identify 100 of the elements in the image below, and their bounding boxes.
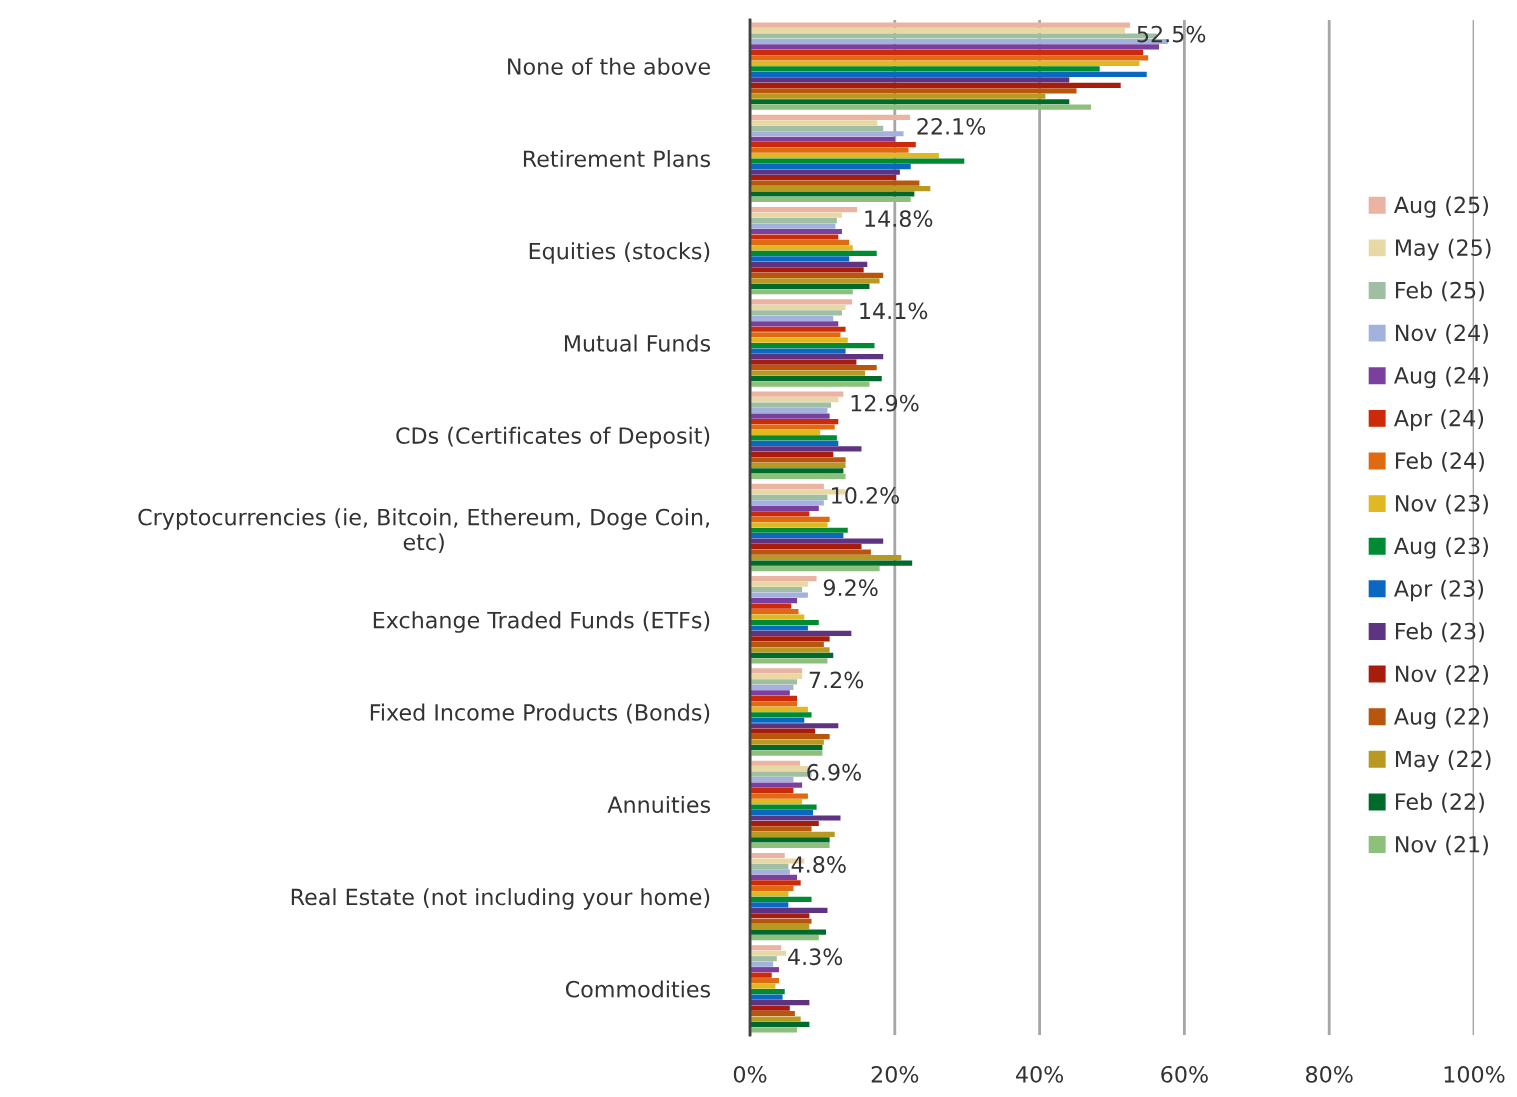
bar — [750, 728, 816, 734]
bar — [750, 745, 823, 751]
bar — [750, 359, 857, 365]
bar — [750, 831, 835, 838]
bar — [750, 457, 846, 463]
bar — [750, 250, 877, 257]
bar — [750, 826, 812, 832]
bar — [750, 142, 916, 148]
bar — [750, 630, 852, 637]
bar — [750, 902, 789, 908]
bar — [750, 706, 808, 712]
bar — [750, 462, 846, 468]
bar — [750, 679, 798, 685]
bar — [750, 717, 805, 723]
bar — [750, 375, 882, 382]
data-label: 10.2% — [832, 487, 900, 504]
bar — [750, 907, 828, 913]
bar — [750, 494, 828, 500]
bar — [750, 608, 799, 615]
bar — [750, 994, 783, 1000]
bar — [750, 863, 789, 870]
x-tick-label: 80% — [1306, 1065, 1353, 1083]
bar — [750, 842, 830, 849]
bar — [750, 234, 839, 240]
bar — [750, 739, 824, 745]
legend-label: May (22) — [1396, 750, 1491, 772]
bar — [750, 690, 790, 696]
bar — [750, 603, 792, 609]
bar — [750, 500, 824, 506]
bar — [750, 815, 841, 821]
bar — [750, 701, 798, 707]
legend-label: Feb (25) — [1396, 281, 1484, 302]
bar — [750, 321, 839, 327]
bar — [750, 451, 834, 458]
legend-label: Aug (22) — [1394, 707, 1488, 730]
x-tick-label: 0% — [733, 1065, 767, 1083]
bar — [750, 267, 864, 273]
bar — [750, 945, 782, 951]
bar — [750, 147, 909, 153]
bar — [750, 104, 1091, 110]
bar — [750, 804, 817, 810]
bar — [750, 597, 798, 604]
bar — [750, 874, 798, 881]
legend-label: Nov (23) — [1396, 494, 1488, 515]
bar — [750, 196, 911, 203]
bar — [750, 49, 1144, 56]
bar — [750, 1027, 798, 1033]
bar — [750, 337, 848, 343]
legend-label: Aug (23) — [1394, 537, 1488, 559]
bar — [750, 956, 777, 962]
bar — [750, 206, 858, 213]
bar — [750, 967, 779, 973]
bar — [750, 217, 837, 224]
bar — [750, 581, 808, 587]
bar — [750, 289, 853, 295]
bar — [750, 435, 837, 441]
bar — [750, 983, 776, 989]
bar — [750, 522, 828, 528]
bar — [750, 798, 803, 805]
bar — [750, 869, 790, 875]
bar — [750, 60, 1140, 66]
legend-label: Feb (24) — [1396, 451, 1484, 472]
bar — [750, 169, 900, 175]
bar — [750, 652, 834, 658]
bar — [750, 93, 1046, 99]
bar — [750, 658, 828, 664]
bar — [750, 332, 841, 338]
bar — [750, 647, 830, 653]
bar — [750, 77, 1070, 83]
bar — [750, 1010, 795, 1017]
bar — [750, 272, 884, 278]
bar — [750, 592, 808, 598]
bar — [750, 125, 884, 131]
bar — [750, 712, 812, 718]
bar — [750, 999, 810, 1006]
bar — [750, 22, 1131, 28]
bar — [750, 750, 823, 756]
bar — [750, 684, 794, 690]
bar — [750, 136, 895, 142]
data-label: 4.3% — [788, 948, 843, 966]
data-label: 14.8% — [865, 210, 933, 227]
bar — [750, 212, 842, 218]
bar — [750, 391, 844, 397]
bar — [750, 278, 880, 284]
legend-label: Feb (22) — [1396, 792, 1484, 813]
bar — [750, 852, 785, 859]
bar — [750, 505, 819, 511]
bar — [750, 989, 785, 995]
data-label: 14.1% — [860, 302, 928, 320]
bar — [750, 619, 819, 626]
y-tick-label: Real Estate (not including your home) — [291, 888, 710, 910]
bar — [750, 114, 910, 120]
bar — [750, 310, 842, 316]
bar — [750, 99, 1070, 105]
bar — [750, 544, 862, 550]
x-tick-label: 20% — [871, 1065, 919, 1083]
data-label: 6.9% — [807, 763, 861, 781]
bar — [750, 668, 803, 674]
bar — [750, 397, 839, 403]
y-tick-label: Commodities — [565, 980, 711, 998]
